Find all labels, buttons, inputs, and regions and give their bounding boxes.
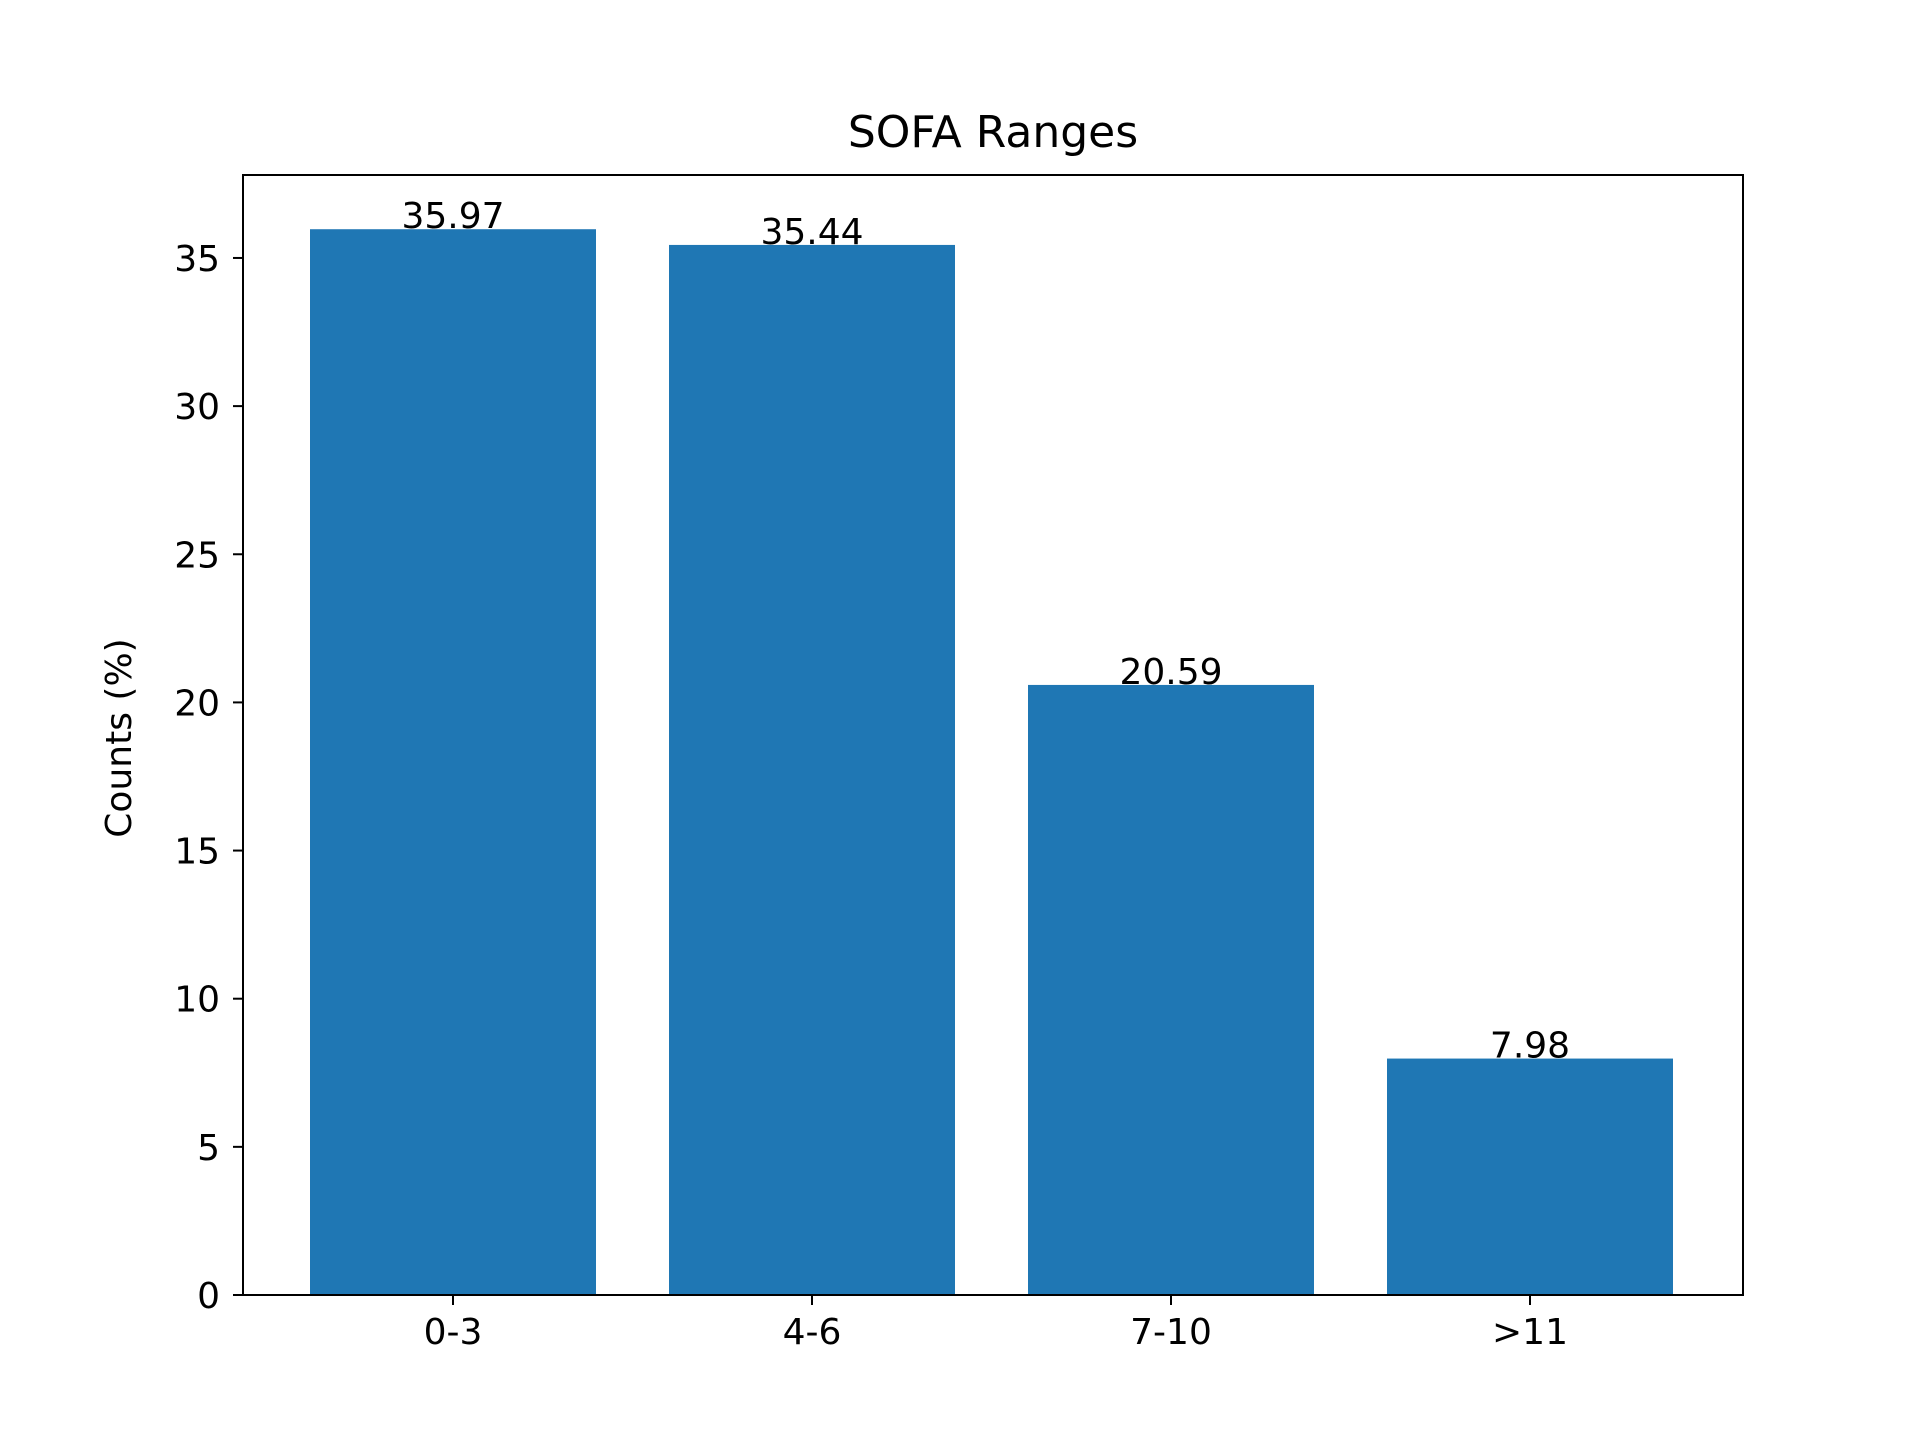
x-tick-label-2: 7-10 [1130, 1312, 1212, 1353]
y-tick-label-2: 10 [174, 980, 220, 1021]
bar-1 [669, 244, 955, 1296]
x-axis-ticks: 0-3 4-6 7-10 >11 [424, 1295, 1568, 1353]
bar-3 [1387, 1058, 1673, 1295]
y-tick-label-3: 15 [174, 832, 220, 873]
data-label-1: 35.44 [760, 212, 863, 253]
y-tick-label-6: 30 [174, 387, 220, 428]
data-labels-group: 35.97 35.44 20.59 7.98 [401, 196, 1570, 1066]
x-tick-label-1: 4-6 [783, 1312, 842, 1353]
y-axis-ticks: 0 5 10 15 20 25 30 35 [174, 239, 243, 1317]
y-tick-label-7: 35 [174, 239, 220, 280]
y-tick-label-0: 0 [197, 1276, 220, 1317]
x-tick-label-3: >11 [1492, 1312, 1568, 1353]
bar-0 [310, 229, 596, 1296]
y-tick-label-1: 5 [197, 1128, 220, 1169]
plot-frame [242, 174, 1744, 1296]
data-label-2: 20.59 [1119, 652, 1222, 693]
y-tick-label-4: 20 [174, 683, 220, 724]
bar-2 [1028, 684, 1314, 1295]
chart-title: SOFA Ranges [848, 107, 1138, 158]
y-axis-label: Counts (%) [99, 638, 140, 837]
bars-group [310, 229, 1673, 1296]
data-label-3: 7.98 [1490, 1026, 1570, 1067]
y-tick-label-5: 25 [174, 535, 220, 576]
x-tick-label-0: 0-3 [424, 1312, 483, 1353]
data-label-0: 35.97 [401, 196, 504, 237]
